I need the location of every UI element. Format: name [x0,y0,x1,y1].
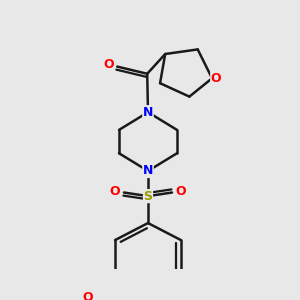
Text: O: O [103,58,113,71]
Text: S: S [143,190,152,202]
Text: N: N [143,164,153,178]
Text: O: O [110,185,120,198]
Text: O: O [176,185,186,198]
Text: O: O [82,291,93,300]
Text: N: N [143,106,153,119]
Text: O: O [211,72,221,85]
